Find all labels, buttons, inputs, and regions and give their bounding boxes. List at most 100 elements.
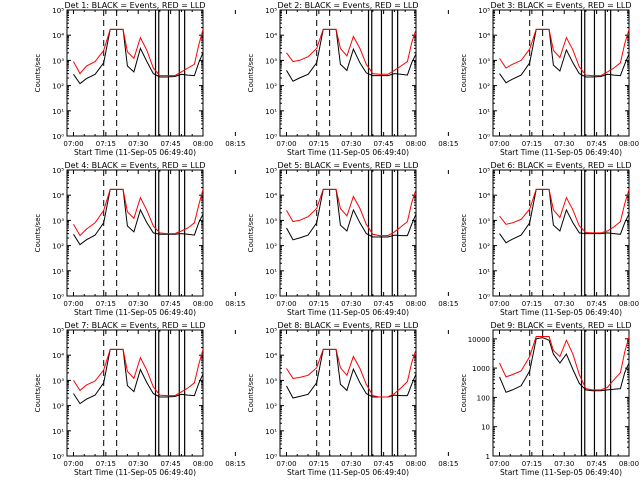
y-tick-label: 10¹: [52, 108, 64, 116]
y-tick-label: 10⁵: [265, 167, 277, 175]
x-axis-label: Start Time (11-Sep-05 06:49:40): [500, 468, 622, 477]
x-tick-label: 08:15: [225, 140, 245, 148]
y-tick-label: 10³: [265, 217, 277, 225]
x-tick-label: 07:30: [341, 140, 361, 148]
x-tick-label: 08:15: [225, 300, 245, 308]
y-tick-label: 10¹: [265, 268, 277, 276]
x-tick-label: 07:15: [522, 140, 542, 148]
x-tick-label: 07:30: [341, 460, 361, 468]
x-tick-label: 08:15: [438, 300, 458, 308]
x-tick-label: 07:15: [522, 300, 542, 308]
x-tick-label: 07:00: [489, 300, 509, 308]
y-tick-label: 10⁵: [265, 327, 277, 335]
x-tick-label: 07:00: [276, 300, 296, 308]
panel-det-5: 10⁰ 10¹ 10² 10³ 10⁴ 10⁵ 07:00 07:15 07:30 07:45 08…: [247, 161, 458, 317]
y-tick-label: 10⁰: [478, 133, 490, 141]
x-tick-label: 07:00: [489, 140, 509, 148]
x-tick-label: 07:15: [309, 300, 329, 308]
y-axis-label: Counts/sec: [460, 214, 468, 253]
y-tick-label: 10⁴: [52, 192, 64, 200]
x-tick-label: 07:45: [587, 140, 607, 148]
y-tick-label: 10³: [265, 57, 277, 65]
plot-frame: [492, 169, 630, 297]
series-line-events: [73, 28, 204, 85]
x-tick-label: 07:30: [128, 300, 148, 308]
y-tick-label: 10²: [478, 243, 490, 251]
plot-frame: [66, 9, 204, 137]
panel-title: Det 2: BLACK = Events, RED = LLD: [278, 1, 419, 10]
y-tick-label: 10⁵: [478, 7, 490, 15]
plot-frame: [492, 329, 630, 457]
y-tick-label: 10⁰: [52, 133, 64, 141]
y-axis-label: Counts/sec: [460, 374, 468, 413]
x-tick-label: 07:45: [161, 140, 181, 148]
series-line-lld: [73, 188, 204, 237]
y-tick-label: 10¹: [52, 268, 64, 276]
x-tick-label: 08:00: [193, 140, 213, 148]
x-tick-label: 07:30: [554, 460, 574, 468]
y-tick-label: 10³: [265, 377, 277, 385]
plot-frame: [66, 169, 204, 297]
x-tick-label: 08:00: [406, 300, 426, 308]
y-tick-label: 10⁴: [265, 32, 277, 40]
x-tick-label: 07:30: [128, 460, 148, 468]
y-axis-label: Counts/sec: [247, 214, 255, 253]
y-tick-label: 10⁴: [265, 352, 277, 360]
x-axis-label: Start Time (11-Sep-05 06:49:40): [287, 308, 409, 317]
y-tick-label: 10⁴: [265, 192, 277, 200]
x-tick-label: 08:00: [406, 140, 426, 148]
series-line-lld: [286, 28, 417, 75]
y-tick-label: 10⁵: [478, 167, 490, 175]
y-tick-label: 10⁵: [52, 327, 64, 335]
panel-title: Det 4: BLACK = Events, RED = LLD: [65, 161, 206, 170]
panel-title: Det 8: BLACK = Events, RED = LLD: [278, 321, 419, 330]
x-tick-label: 07:45: [374, 460, 394, 468]
series-line-lld: [499, 28, 630, 77]
y-tick-label: 10⁴: [478, 192, 490, 200]
x-axis-label: Start Time (11-Sep-05 06:49:40): [287, 468, 409, 477]
series-line-lld: [499, 188, 630, 234]
y-tick-label: 10⁰: [265, 453, 277, 461]
panel-det-6: 10⁰ 10¹ 10² 10³ 10⁴ 10⁵ 07:00 07:15 07:30 07:45 08…: [460, 161, 639, 317]
x-tick-label: 08:15: [438, 140, 458, 148]
x-tick-label: 08:15: [225, 460, 245, 468]
y-tick-label: 10000: [468, 336, 490, 344]
x-tick-label: 07:45: [374, 300, 394, 308]
x-tick-label: 07:45: [587, 460, 607, 468]
y-tick-label: 10¹: [52, 428, 64, 436]
series-line-events: [499, 337, 630, 393]
series-line-events: [499, 188, 630, 244]
series-line-events: [286, 28, 417, 82]
x-tick-label: 08:00: [193, 460, 213, 468]
x-tick-label: 07:00: [276, 460, 296, 468]
series-line-lld: [73, 28, 204, 77]
x-tick-label: 08:00: [619, 140, 639, 148]
series-line-events: [499, 28, 630, 84]
y-tick-label: 10³: [478, 217, 490, 225]
series-line-lld: [73, 348, 204, 397]
y-tick-label: 10⁴: [52, 32, 64, 40]
y-tick-label: 10⁰: [265, 133, 277, 141]
y-tick-label: 10⁴: [52, 352, 64, 360]
x-tick-label: 07:30: [341, 300, 361, 308]
panel-title: Det 1: BLACK = Events, RED = LLD: [65, 1, 206, 10]
plot-frame: [66, 329, 204, 457]
y-tick-label: 100: [477, 394, 490, 402]
y-tick-label: 10²: [52, 403, 64, 411]
x-tick-label: 07:45: [587, 300, 607, 308]
y-tick-label: 10³: [478, 57, 490, 65]
y-tick-label: 1000: [472, 365, 490, 373]
x-tick-label: 07:00: [63, 300, 83, 308]
y-tick-label: 10²: [478, 83, 490, 91]
x-tick-label: 07:30: [554, 140, 574, 148]
y-tick-label: 10: [481, 424, 490, 432]
x-tick-label: 07:45: [374, 140, 394, 148]
x-tick-label: 07:15: [522, 460, 542, 468]
plot-frame: [279, 169, 417, 297]
y-tick-label: 10²: [52, 243, 64, 251]
panel-title: Det 6: BLACK = Events, RED = LLD: [491, 161, 632, 170]
series-line-events: [286, 348, 417, 399]
panel-title: Det 5: BLACK = Events, RED = LLD: [278, 161, 419, 170]
y-tick-label: 10³: [52, 377, 64, 385]
